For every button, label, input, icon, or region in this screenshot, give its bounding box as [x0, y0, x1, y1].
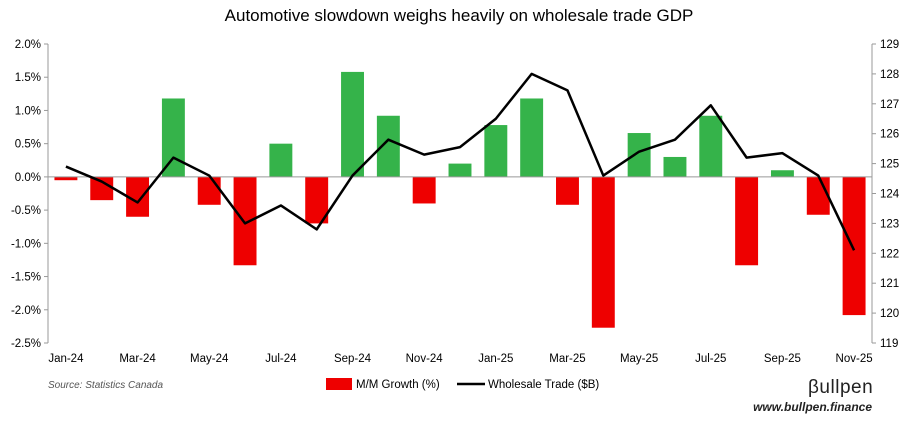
bar — [556, 176, 579, 205]
left-tick-label: -2.0% — [11, 305, 41, 317]
right-tick-label: 127 — [880, 99, 899, 111]
bar — [484, 125, 508, 177]
right-tick-label: 119 — [880, 338, 898, 350]
right-tick-label: 128 — [880, 69, 899, 81]
x-tick-label: Jul-25 — [695, 353, 726, 365]
x-tick-label: Mar-24 — [119, 353, 156, 365]
bar — [699, 115, 723, 177]
x-tick-label: Sep-25 — [764, 353, 801, 365]
bar — [735, 176, 759, 266]
bar-series — [54, 71, 866, 328]
x-axis: Jan-24 Mar-24 May-24 Jul-24 Sep-24 Nov-24 Jan-… — [48, 353, 872, 365]
bar — [90, 176, 114, 201]
bar — [591, 176, 615, 328]
left-tick-label: 0.0% — [15, 172, 41, 184]
x-tick-label: Mar-25 — [549, 353, 585, 365]
bar — [806, 176, 830, 215]
right-axis: 129 128 127 126 125 124 123 122 121 120 119 — [871, 39, 900, 350]
right-tick-label: 124 — [880, 189, 900, 201]
right-tick-label: 126 — [880, 129, 899, 141]
x-tick-label: Jan-24 — [48, 353, 84, 365]
left-tick-label: 2.0% — [15, 39, 41, 51]
bar — [842, 176, 866, 316]
bar — [376, 115, 400, 177]
bar — [233, 176, 257, 266]
right-tick-label: 122 — [880, 248, 899, 260]
right-tick-label: 120 — [880, 308, 899, 320]
left-tick-label: -1.0% — [11, 238, 41, 250]
left-tick-label: -1.5% — [11, 272, 41, 284]
brand-url: www.bullpen.finance — [753, 400, 872, 414]
right-tick-label: 123 — [880, 218, 899, 230]
bar — [341, 71, 364, 177]
right-tick-label: 129 — [880, 39, 899, 51]
line-series — [65, 72, 856, 251]
left-tick-label: -0.5% — [11, 205, 41, 217]
left-tick-label: -2.5% — [11, 338, 41, 350]
x-tick-label: May-25 — [620, 353, 658, 365]
source-note: Source: Statistics Canada — [48, 380, 163, 391]
left-axis: 2.0% 1.5% 1.0% 0.5% 0.0% -0.5% -1.0% -1.5% -2.0%… — [11, 39, 49, 350]
bar — [126, 176, 150, 217]
x-tick-label: Jan-25 — [478, 353, 513, 365]
left-tick-label: 1.0% — [15, 105, 41, 117]
legend-swatch-growth — [326, 378, 352, 390]
legend: M/M Growth (%) Wholesale Trade ($B) — [326, 378, 599, 391]
right-tick-label: 121 — [880, 278, 899, 290]
bar — [663, 156, 687, 177]
legend-label-growth: M/M Growth (%) — [356, 379, 440, 391]
x-tick-label: Nov-24 — [406, 353, 444, 365]
x-tick-label: Jul-24 — [265, 353, 297, 365]
chart-title: Automotive slowdown weighs heavily on wh… — [224, 6, 694, 25]
x-tick-label: May-24 — [190, 353, 229, 365]
bar — [448, 163, 472, 177]
x-tick-label: Nov-25 — [836, 353, 873, 365]
bar — [520, 98, 544, 177]
legend-label-wholesale: Wholesale Trade ($B) — [488, 379, 599, 391]
bar — [161, 98, 185, 177]
left-tick-label: 1.5% — [15, 72, 41, 84]
brand-logo: βullpen — [808, 377, 873, 398]
bar — [54, 176, 78, 181]
bar — [197, 176, 221, 205]
bar — [770, 170, 794, 177]
bar — [269, 143, 293, 177]
right-tick-label: 125 — [880, 159, 899, 171]
bar — [305, 176, 329, 224]
wholesale-trade-line — [65, 72, 856, 251]
x-tick-label: Sep-24 — [334, 353, 372, 365]
bar — [627, 133, 651, 177]
bar — [412, 176, 436, 204]
left-tick-label: 0.5% — [15, 139, 41, 151]
